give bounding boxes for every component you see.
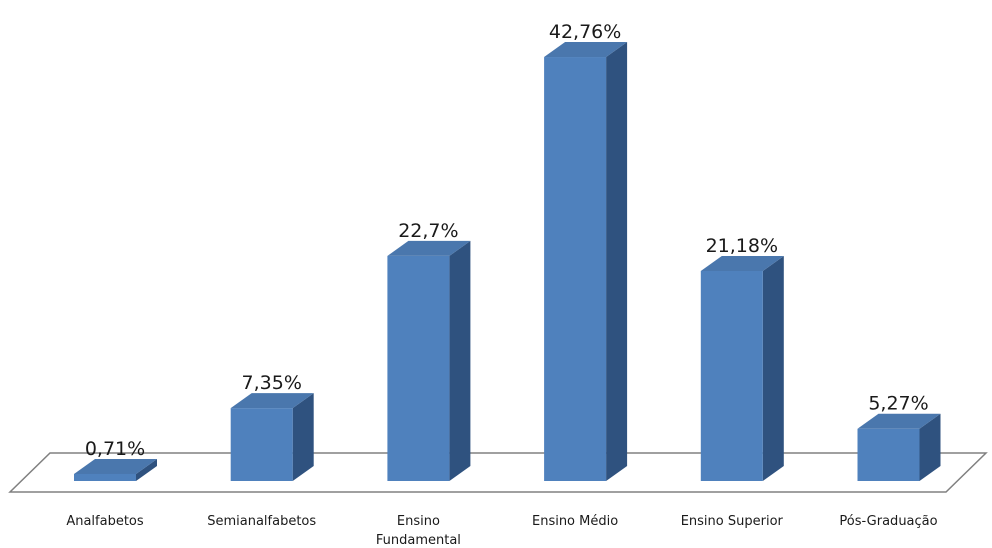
- value-label: 5,27%: [868, 393, 928, 415]
- value-label: 22,7%: [398, 220, 458, 242]
- value-label: 21,18%: [706, 235, 778, 257]
- category-label: Ensino Fundamental: [376, 514, 461, 548]
- bar-side: [292, 393, 314, 481]
- category-label-line: Pós-Graduação: [839, 514, 937, 529]
- category-label: Ensino Médio: [532, 514, 618, 529]
- category-label: Analfabetos: [66, 514, 144, 529]
- bar: [74, 458, 157, 481]
- bar-top: [230, 393, 314, 409]
- bar: [230, 393, 314, 481]
- value-label: 7,35%: [242, 372, 302, 394]
- bar-top: [74, 458, 157, 474]
- bar-top: [700, 256, 784, 272]
- bar-front: [230, 408, 293, 481]
- category-label: Pós-Graduação: [839, 514, 937, 529]
- bar-front: [544, 57, 607, 481]
- bar-side: [449, 240, 471, 481]
- category-label-line: Semianalfabetos: [207, 514, 316, 529]
- bar-side: [606, 42, 628, 481]
- value-label: 42,76%: [549, 21, 621, 43]
- category-label-line: Ensino Médio: [532, 514, 618, 529]
- bar-top: [857, 413, 941, 429]
- category-label-line: Ensino: [397, 514, 440, 529]
- chart-floor: [8, 452, 988, 493]
- bar-front: [74, 473, 136, 481]
- category-label: Semianalfabetos: [207, 514, 316, 529]
- bar-side: [762, 256, 784, 481]
- bar-top: [544, 42, 628, 58]
- bars-group: [74, 42, 941, 481]
- bar-front: [700, 271, 763, 481]
- value-labels-group: 0,71% 7,35% 22,7% 42,76% 21,18% 5,27%: [85, 21, 929, 460]
- bar-front: [387, 255, 450, 481]
- bar: [857, 413, 941, 481]
- bar-side: [136, 458, 157, 481]
- bar: [700, 256, 784, 481]
- bar: [387, 240, 471, 481]
- bar-top: [387, 240, 471, 256]
- category-labels-group: Analfabetos Semianalfabetos Ensino Fundamen…: [66, 514, 937, 548]
- category-label-line: Analfabetos: [66, 514, 144, 529]
- bar: [544, 42, 628, 481]
- bar-front: [857, 428, 920, 481]
- category-label-line: Fundamental: [376, 533, 461, 548]
- bar-side: [919, 413, 941, 481]
- category-label: Ensino Superior: [681, 514, 784, 529]
- category-label-line: Ensino Superior: [681, 514, 784, 529]
- value-label: 0,71%: [85, 438, 145, 460]
